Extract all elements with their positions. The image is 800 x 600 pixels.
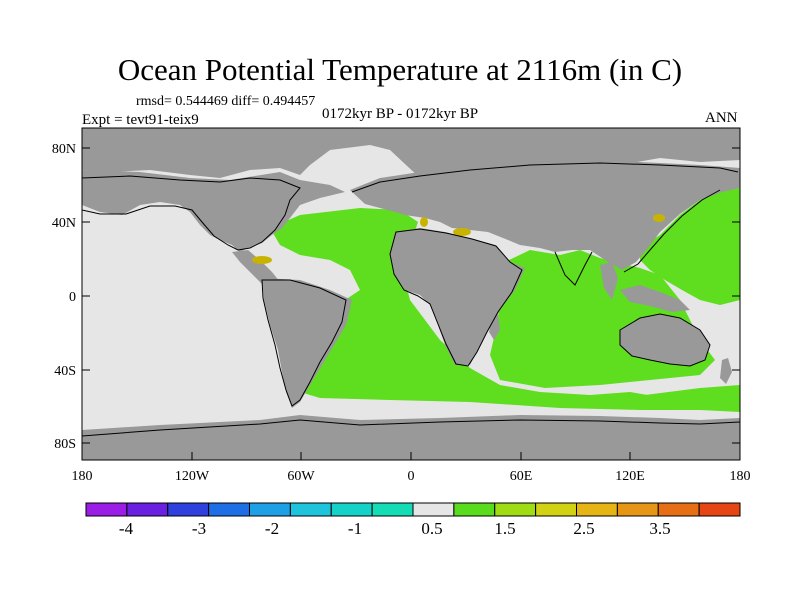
lat-label-40s: 40S [54, 364, 76, 379]
lon-label-180w: 180 [72, 469, 93, 484]
lat-label-80n: 80N [52, 142, 76, 157]
africa-land [390, 228, 525, 365]
colorbar-box-10 [494, 502, 537, 517]
colorbar-box-9 [453, 502, 496, 517]
colorbar-box-14 [657, 502, 700, 517]
colorbar-box-1 [126, 502, 169, 517]
madagascar-land [489, 314, 500, 340]
anomaly-field-2-2.5 [252, 214, 665, 264]
colorbar-box-11 [535, 502, 578, 517]
india-coast [554, 251, 593, 286]
asia-east-coast [623, 189, 721, 273]
latitude-axis [82, 147, 740, 444]
south-pacific-anomaly [645, 385, 740, 412]
colorbar [85, 502, 741, 517]
new-zealand-land [720, 358, 732, 384]
colorbar-label-minus2: -2 [265, 519, 279, 538]
lon-label-0: 0 [408, 469, 415, 484]
lat-label-40n: 40N [52, 216, 76, 231]
experiment-label: Expt = tevt91-teix9 [82, 112, 199, 128]
mediterranean-patch-east [453, 228, 471, 236]
lon-label-120e: 120E [615, 469, 645, 484]
longitude-axis [81, 452, 741, 460]
north-america-land [82, 170, 345, 252]
pacific-west-anomaly [640, 188, 740, 305]
colorbar-label-1-5: 1.5 [494, 519, 515, 538]
colorbar-label-minus1: -1 [348, 519, 362, 538]
indonesia-land [620, 285, 690, 312]
colorbar-box-13 [616, 502, 659, 517]
lat-label-80s: 80S [54, 437, 76, 452]
north-america-coast [82, 175, 301, 251]
colorbar-label-minus3: -3 [192, 519, 206, 538]
australia-coast [619, 313, 711, 367]
colorbar-box-15 [698, 502, 741, 517]
latitude-labels: 80N 40N 0 40S 80S [52, 142, 76, 452]
colorbar-label-minus4: -4 [119, 519, 134, 538]
colorbar-label-0-5: 0.5 [421, 519, 442, 538]
australia-land [620, 314, 710, 366]
arctic-land [82, 128, 740, 178]
lon-label-60w: 60W [287, 469, 315, 484]
south-america-land [262, 278, 352, 408]
caribbean-patch [252, 256, 272, 264]
longitude-labels: 180 120W 60W 0 60E 120E 180 [72, 469, 751, 484]
lon-label-180e: 180 [730, 469, 751, 484]
antarctica-land [82, 415, 740, 460]
lon-label-120w: 120W [175, 469, 210, 484]
colorbar-box-7 [371, 502, 414, 517]
colorbar-box-0 [85, 502, 128, 517]
colorbar-box-5 [289, 502, 332, 517]
colorbar-box-6 [330, 502, 373, 517]
europe-asia-coast [351, 162, 739, 193]
antarctica-coast [82, 419, 740, 437]
colorbar-label-3-5: 3.5 [649, 519, 670, 538]
colorbar-label-2-5: 2.5 [573, 519, 594, 538]
coastlines [82, 162, 740, 437]
map-panel [82, 128, 740, 460]
southeast-asia-land [600, 262, 618, 300]
colorbar-box-4 [249, 502, 291, 517]
colorbar-box-12 [576, 502, 618, 517]
colorbar-box-3 [208, 502, 251, 517]
japan-sea-patch [653, 214, 665, 222]
lat-label-0: 0 [69, 290, 76, 305]
colorbar-box-8 [412, 502, 455, 517]
atlantic-anomaly [270, 208, 705, 410]
europe-asia-land [350, 160, 740, 270]
season-label: ANN [705, 110, 738, 126]
period-label: 0172kyr BP - 0172kyr BP [322, 106, 479, 122]
colorbar-labels: -4 -3 -2 -1 0.5 1.5 2.5 3.5 [119, 519, 671, 538]
lon-label-60e: 60E [510, 469, 533, 484]
south-america-coast [261, 279, 347, 407]
plot-title: Ocean Potential Temperature at 2116m (in… [117, 52, 683, 87]
stats-label: rmsd= 0.544469 diff= 0.494457 [136, 94, 316, 109]
colorbar-box-2 [167, 502, 210, 517]
mediterranean-patch-west [420, 217, 428, 227]
africa-coast [389, 228, 523, 367]
land-mask [82, 128, 740, 460]
